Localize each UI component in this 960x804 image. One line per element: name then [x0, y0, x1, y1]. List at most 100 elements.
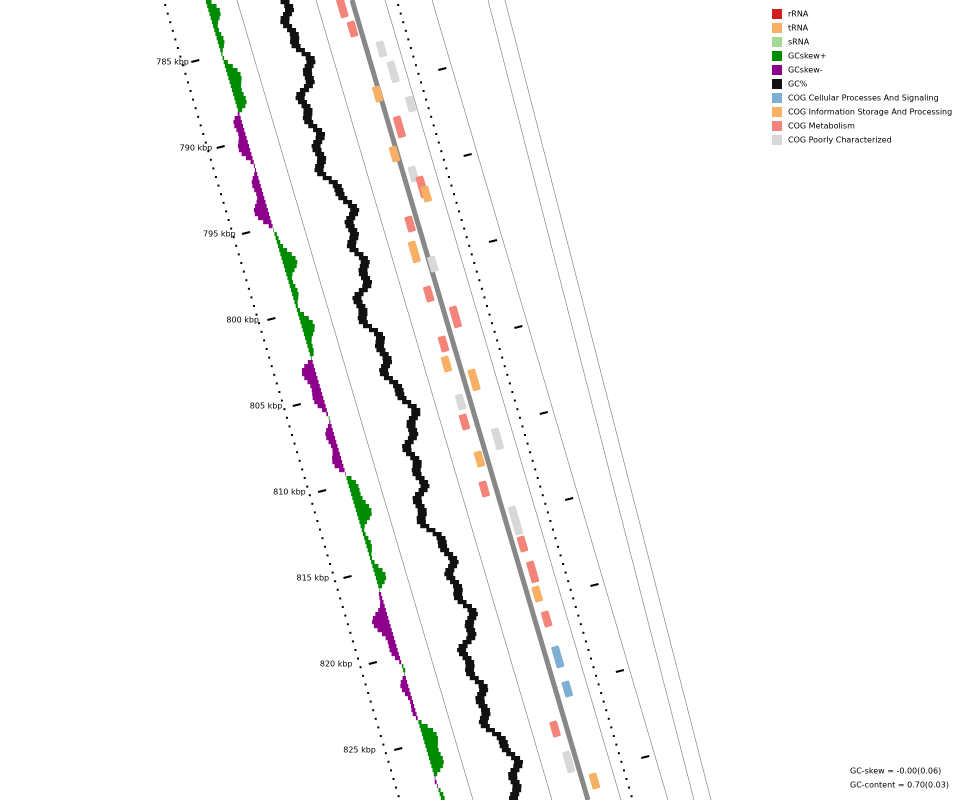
gc-content-bar [411, 468, 421, 473]
gc-content-bar [290, 36, 300, 41]
gc-skew-bar [210, 16, 220, 21]
gc-skew-bar [257, 196, 265, 201]
tick-dot [526, 442, 529, 445]
gc-skew-bar [389, 648, 398, 653]
gc-content-bar [465, 620, 475, 625]
gc-skew-bar [221, 52, 223, 57]
gc-skew-bar [238, 132, 246, 137]
gc-skew-bar [352, 496, 363, 501]
tick-dot [455, 201, 458, 204]
tick-dot [503, 365, 506, 368]
major-tick [438, 67, 447, 71]
gc-skew-bar [327, 424, 332, 429]
gc-skew-bar [400, 684, 409, 689]
gc-content-bar [402, 448, 412, 453]
tick-dot [303, 477, 306, 479]
gene [420, 185, 432, 203]
gc-content-bar [358, 312, 368, 317]
gc-skew-bar [419, 724, 428, 729]
tick-dot [422, 90, 425, 92]
tick-dot [549, 520, 552, 522]
gc-content-bar [410, 456, 420, 461]
tick-dot [582, 631, 585, 634]
gc-skew-bar [307, 360, 313, 365]
gene [467, 368, 481, 392]
tick-dot [313, 511, 316, 514]
gc-skew-bar [402, 676, 406, 681]
gc-skew-bar [358, 516, 370, 521]
gc-content-bar [305, 56, 315, 61]
gc-content-bar [453, 592, 463, 597]
gc-content-bar [303, 112, 313, 117]
gc-skew-bar [207, 4, 217, 9]
gene [407, 240, 421, 264]
gc-skew-bar [306, 340, 312, 345]
tick-label: 815 kbp [297, 574, 330, 583]
gc-content-bar [407, 404, 417, 409]
tick-dot [207, 150, 210, 153]
tick-dot [496, 339, 499, 342]
gc-content-bar [315, 152, 325, 157]
gc-content-bar [381, 364, 391, 369]
tick-dot [351, 640, 354, 643]
gc-skew-bar [311, 388, 321, 393]
gc-content-bar [374, 332, 384, 337]
gc-content-bar [354, 292, 364, 297]
gc-skew-bar [378, 584, 383, 589]
gc-skew-bar [301, 324, 315, 329]
tick-dot [288, 425, 291, 428]
tick-dot [460, 219, 463, 221]
gc-content-bar [466, 636, 476, 641]
backbone [349, 0, 591, 801]
gc-skew-bar [229, 80, 242, 85]
gc-content-bar [465, 660, 475, 665]
gc-skew-bar [374, 572, 386, 577]
gc-skew-bar [425, 744, 438, 749]
gc-content-bar [308, 124, 318, 129]
gc-content-bar [303, 108, 313, 113]
gc-skew-bar [331, 444, 338, 449]
gc-content-bar [481, 712, 491, 717]
gc-content-bar [467, 632, 477, 637]
tick-dot [171, 29, 174, 32]
gc-skew-bar [254, 188, 262, 193]
gc-content-bar [462, 656, 472, 661]
gc-content-bar [436, 536, 446, 541]
tick-dot [273, 373, 276, 376]
gc-content-bar [469, 676, 479, 681]
gc-skew-bar [245, 156, 253, 161]
gc-content-bar [303, 84, 313, 89]
tick-dot [612, 735, 615, 737]
gene [551, 645, 565, 669]
tick-dot [265, 348, 268, 350]
gc-content-bar [462, 640, 472, 645]
tick-dot [397, 4, 400, 6]
gc-content-bar [404, 440, 414, 445]
gc-content-bar [475, 700, 485, 705]
gc-skew-bar [255, 168, 257, 173]
gene [561, 680, 573, 698]
legend-label: GC% [788, 80, 808, 89]
gc-content-bar [304, 76, 314, 81]
gc-skew-bar [289, 284, 296, 289]
tick-dot [412, 55, 415, 58]
gc-skew-bar [234, 124, 244, 129]
gc-skew-bar [370, 556, 373, 561]
guide-line [431, 0, 669, 801]
gc-content-bar [315, 164, 325, 169]
tick-dot [240, 262, 243, 264]
tick-dot [435, 133, 438, 135]
gc-skew-bar [391, 652, 399, 657]
tick-labels: 785 kbp 790 kbp 795 kbp 800 kbp 805 kbp 810 k… [156, 58, 376, 755]
tick-dot [404, 29, 407, 32]
gc-skew-bar [380, 600, 384, 605]
gc-content-bar [334, 188, 344, 193]
gc-skew-bar [310, 384, 320, 389]
gc-skew-bar [373, 624, 391, 629]
tick-dot [493, 330, 496, 333]
gc-content-bar [457, 648, 467, 653]
gc-content-bar [394, 388, 404, 393]
gc-content-bar [416, 520, 426, 525]
tick-dot [539, 485, 542, 488]
tick-dot [214, 176, 217, 178]
